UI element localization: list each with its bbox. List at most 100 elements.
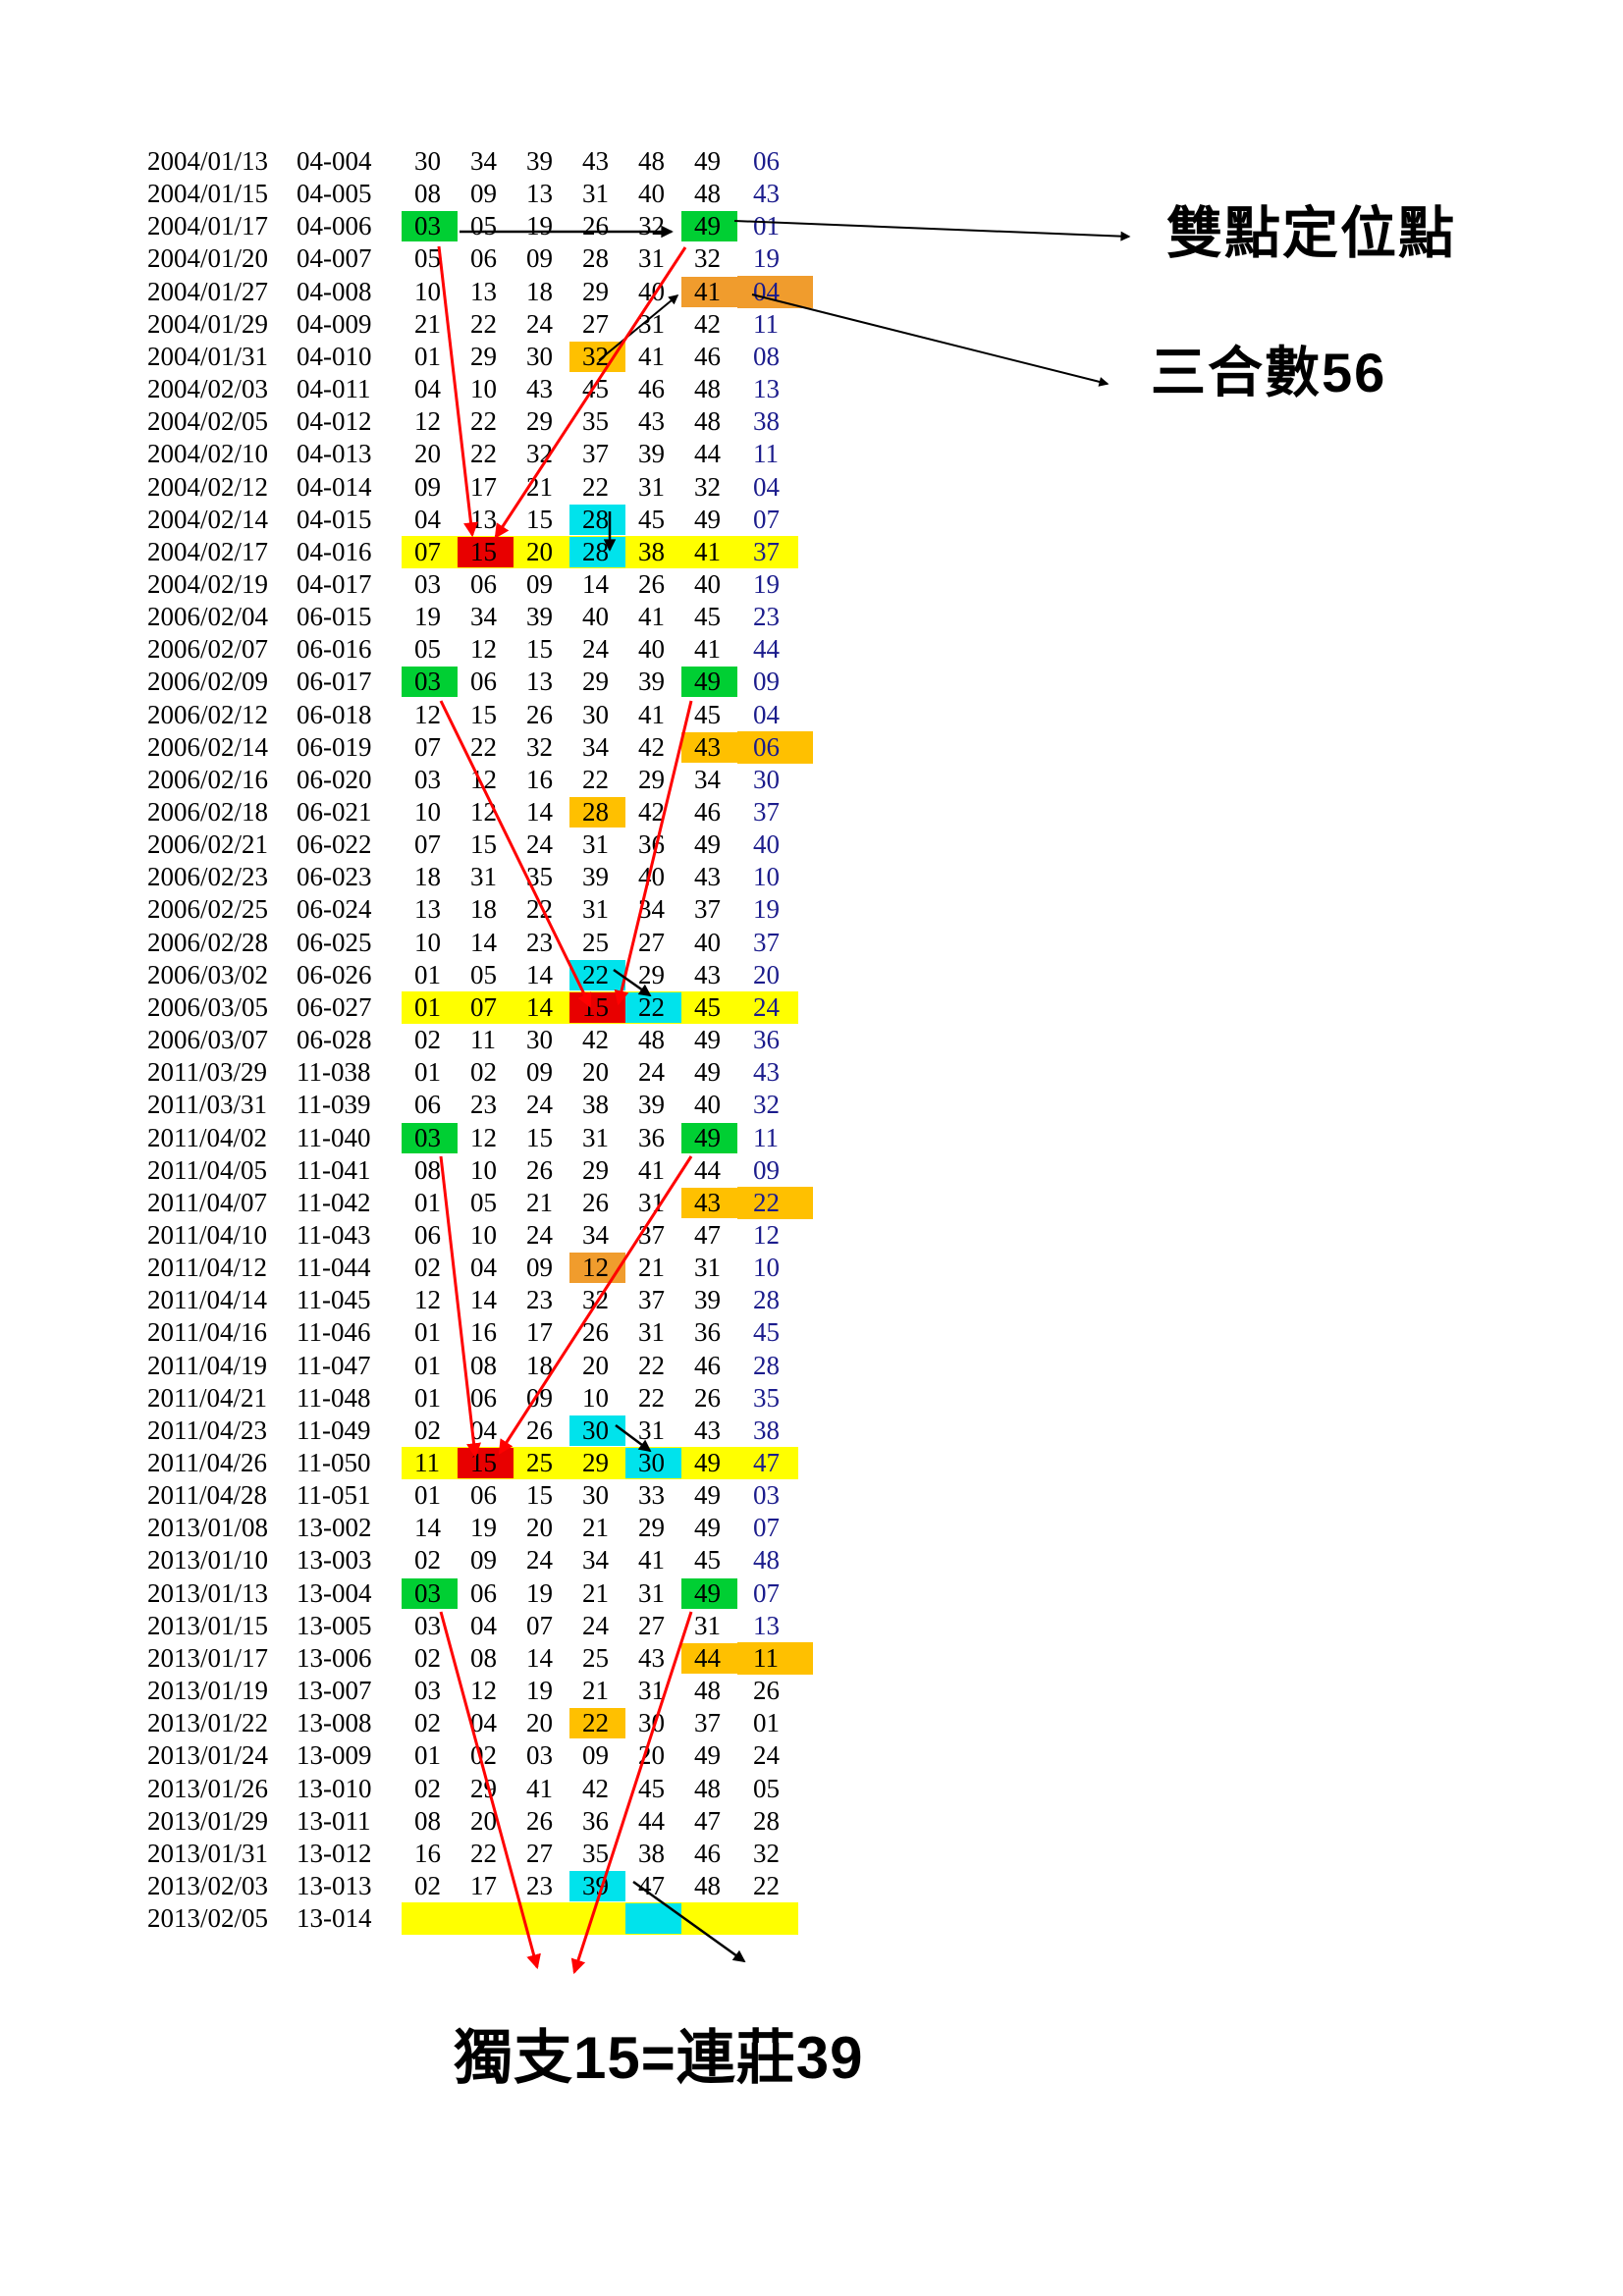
number-cell: 01: [414, 1317, 441, 1348]
number-cell: 46: [694, 341, 721, 371]
row-draw-id: 11-049: [297, 1415, 371, 1445]
number-cell: 49: [694, 1740, 721, 1771]
table-row: 2006/02/16 06-020 03 12 16 22 29 34 30: [0, 764, 1623, 797]
number-cell: 36: [638, 1122, 665, 1152]
row-date: 2013/01/15: [147, 1610, 269, 1640]
row-date: 2013/01/13: [147, 1577, 269, 1608]
number-cell: [569, 1902, 625, 1935]
number-cell: 19: [526, 1676, 553, 1706]
number-cell: 47: [694, 1219, 721, 1250]
number-cell: 20: [526, 536, 553, 566]
table-row: 2011/04/05 11-041 08 10 26 29 41 44 09: [0, 1154, 1623, 1188]
special-number-cell: 19: [753, 568, 780, 599]
number-cell: 07: [414, 536, 441, 566]
number-cell: 42: [582, 1025, 609, 1055]
number-cell: 14: [582, 568, 609, 599]
number-cell: 20: [582, 1057, 609, 1088]
number-cell: 38: [582, 1090, 609, 1120]
table-row: 2011/04/10 11-043 06 10 24 34 37 47 12: [0, 1219, 1623, 1253]
table-row: 2006/03/05 06-027 01 07 14 15 22 45 24: [0, 990, 1623, 1025]
number-cell: 30: [526, 1025, 553, 1055]
row-date: 2011/04/14: [147, 1285, 268, 1315]
special-number-cell: 13: [753, 1610, 780, 1640]
number-cell: 16: [526, 764, 553, 794]
number-cell: 37: [694, 894, 721, 925]
row-draw-id: 11-044: [297, 1253, 371, 1283]
number-cell: 31: [638, 1317, 665, 1348]
number-cell: 43: [694, 862, 721, 892]
number-cell: 14: [526, 959, 553, 989]
special-number-cell: 07: [753, 1513, 780, 1543]
number-cell: 28: [582, 243, 609, 274]
number-cell: 01: [414, 1187, 441, 1217]
number-cell: 15: [470, 699, 497, 729]
number-cell: 43: [694, 959, 721, 989]
special-number-cell: 19: [753, 243, 780, 274]
table-row: 2006/02/14 06-019 07 22 32 34 42 43 06: [0, 730, 1623, 765]
number-cell: 08: [414, 1154, 441, 1185]
number-cell: 04: [470, 1253, 497, 1283]
row-draw-id: 06-027: [297, 991, 372, 1022]
number-cell: 17: [526, 1317, 553, 1348]
number-cell: 19: [414, 602, 441, 632]
number-cell: 24: [582, 1610, 609, 1640]
number-cell: 43: [638, 406, 665, 437]
number-cell: 09: [470, 179, 497, 209]
special-number-cell: 06: [753, 146, 780, 176]
number-cell: 17: [470, 1870, 497, 1900]
number-cell: 27: [526, 1838, 553, 1868]
number-cell: 45: [582, 374, 609, 404]
number-cell: 14: [414, 1513, 441, 1543]
number-cell: 02: [414, 1545, 441, 1575]
number-cell-highlight-orange: 12: [569, 1253, 625, 1284]
number-cell: 37: [638, 1285, 665, 1315]
number-cell: 31: [582, 829, 609, 860]
number-cell: 14: [526, 1642, 553, 1673]
number-cell: 06: [414, 1090, 441, 1120]
number-cell: 36: [638, 829, 665, 860]
number-cell-highlight-cyan: 28: [569, 536, 625, 567]
row-draw-id: 06-020: [297, 764, 372, 794]
table-row: 2013/01/13 13-004 03 06 19 21 31 49 07: [0, 1577, 1623, 1611]
row-date: 2004/01/27: [147, 276, 269, 306]
special-number-cell: 30: [753, 764, 780, 794]
number-cell: 34: [582, 731, 609, 762]
number-cell: 45: [638, 1773, 665, 1803]
number-cell: 08: [414, 179, 441, 209]
row-date: 2013/01/19: [147, 1676, 269, 1706]
table-row: 2004/01/29 04-009 21 22 24 27 31 42 11: [0, 308, 1623, 342]
number-cell: 21: [582, 1676, 609, 1706]
number-cell: 10: [470, 1154, 497, 1185]
special-number-cell: 28: [753, 1805, 780, 1836]
number-cell: 06: [470, 1480, 497, 1511]
number-cell: 31: [582, 1122, 609, 1152]
special-number-cell: 09: [753, 1154, 780, 1185]
number-cell: 26: [582, 211, 609, 241]
number-cell: 39: [526, 602, 553, 632]
number-cell: 42: [638, 731, 665, 762]
table-row: 2011/04/21 11-048 01 06 09 10 22 26 35: [0, 1382, 1623, 1415]
number-cell-highlight-green: 49: [681, 211, 737, 242]
number-cell: 27: [582, 308, 609, 339]
special-number-cell: 44: [753, 634, 780, 665]
row-date: 2013/01/22: [147, 1708, 269, 1738]
number-cell: [681, 1902, 737, 1935]
special-number-cell: 04: [753, 699, 780, 729]
row-date: 2011/04/10: [147, 1219, 268, 1250]
row-date: 2013/01/10: [147, 1545, 269, 1575]
number-cell: 01: [414, 341, 441, 371]
special-number-cell-highlight-gold: 06: [737, 730, 813, 764]
number-cell: 16: [414, 1838, 441, 1868]
table-row: 2011/04/14 11-045 12 14 23 32 37 39 28: [0, 1284, 1623, 1317]
number-cell: 08: [470, 1642, 497, 1673]
bottom-label-p2: 15=: [573, 2025, 676, 2091]
number-cell: 15: [526, 1122, 553, 1152]
number-cell: 26: [638, 568, 665, 599]
number-cell: 07: [414, 731, 441, 762]
number-cell: 22: [470, 439, 497, 469]
number-cell: 44: [638, 1805, 665, 1836]
number-cell: 41: [638, 1154, 665, 1185]
row-date: 2004/02/03: [147, 374, 269, 404]
number-cell: 33: [638, 1480, 665, 1511]
number-cell: 46: [694, 1350, 721, 1380]
